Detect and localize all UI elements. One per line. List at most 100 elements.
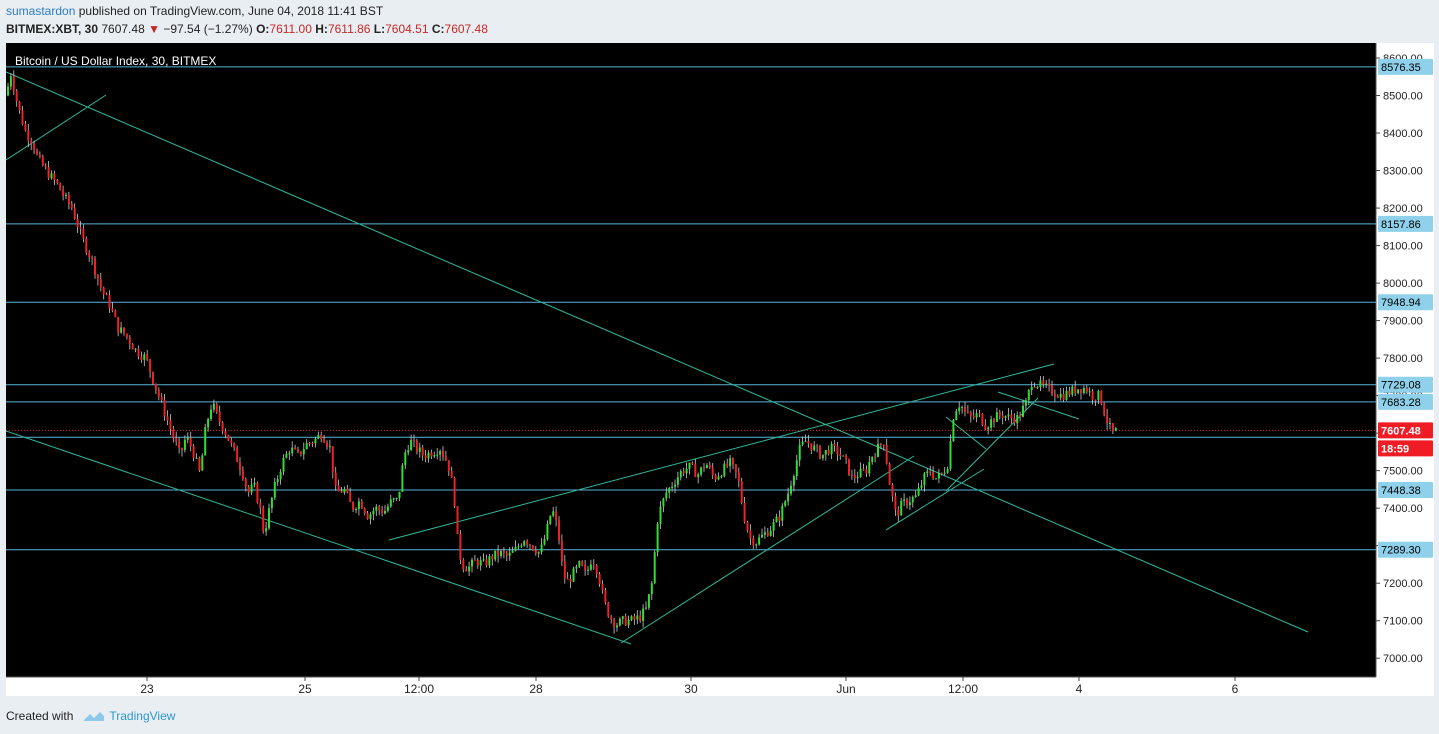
candle-body — [877, 443, 879, 457]
candle-body — [471, 559, 473, 567]
candle-body — [848, 458, 850, 475]
candle-body — [668, 487, 671, 493]
candle-body — [891, 484, 894, 497]
tradingview-link[interactable]: TradingView — [109, 709, 176, 723]
candle-body — [578, 561, 581, 567]
candle-body — [943, 472, 946, 474]
price-change: −97.54 (−1.27%) — [163, 22, 253, 36]
price-tag-label: 18:59 — [1381, 443, 1409, 455]
candle-body — [824, 450, 827, 455]
candle-body — [33, 143, 36, 151]
candle-body — [616, 625, 618, 628]
candle-body — [247, 486, 250, 493]
candle-body — [610, 616, 613, 620]
time-axis[interactable] — [6, 677, 1376, 696]
candle-body — [798, 444, 801, 461]
candle-body — [761, 534, 763, 538]
candle-body — [749, 530, 752, 539]
candle-body — [534, 549, 537, 554]
candle-body — [505, 552, 508, 556]
candle-body — [175, 437, 178, 442]
ohlc-bar: BITMEX:XBT, 30 7607.48 ▼ −97.54 (−1.27%)… — [6, 22, 488, 36]
candle-body — [598, 573, 601, 584]
candle-body — [404, 452, 407, 466]
candle-body — [497, 550, 500, 557]
candle-body — [201, 455, 204, 471]
candle-body — [691, 462, 694, 465]
x-tick-label: 6 — [1232, 682, 1239, 696]
candle-body — [1033, 386, 1036, 388]
published-text: published on TradingView.com, June 04, 2… — [78, 4, 384, 18]
candle-body — [676, 477, 679, 485]
candle-body — [1065, 390, 1068, 400]
candle-body — [604, 590, 607, 603]
candle-body — [302, 449, 305, 455]
price-axis[interactable] — [1376, 43, 1434, 696]
candle-body — [981, 413, 984, 426]
candle-body — [15, 90, 18, 102]
candle-body — [227, 434, 230, 441]
candle-body — [900, 500, 903, 516]
candle-body — [212, 403, 215, 410]
candle-body — [85, 238, 88, 253]
candle-body — [82, 228, 85, 239]
candle-body — [526, 541, 529, 545]
author-link[interactable]: sumastardon — [6, 4, 76, 18]
candle-body — [1059, 393, 1062, 398]
candle-body — [589, 564, 592, 570]
tradingview-logo-icon — [84, 712, 105, 721]
candle-body — [349, 492, 352, 503]
candle-body — [149, 359, 152, 372]
candle-body — [558, 520, 560, 541]
candle-body — [975, 413, 978, 418]
candle-body — [949, 441, 952, 469]
candle-body — [123, 327, 125, 334]
x-tick-label: 23 — [140, 682, 154, 696]
candle-body — [537, 551, 540, 554]
candle-body — [1068, 390, 1071, 395]
candle-body — [856, 477, 859, 479]
price-chart[interactable]: 7000.007100.007200.007300.007400.007500.… — [6, 43, 1434, 696]
candle-body — [647, 594, 650, 608]
candle-body — [160, 396, 163, 400]
candle-body — [1100, 390, 1103, 404]
candle-body — [703, 467, 705, 469]
candle-body — [952, 420, 955, 442]
candle-body — [850, 474, 853, 476]
candle-body — [65, 194, 67, 197]
candle-body — [711, 467, 714, 476]
candle-body — [215, 403, 218, 412]
candle-body — [30, 140, 33, 144]
candle-body — [157, 389, 160, 397]
y-tick-label: 7500.00 — [1383, 466, 1423, 478]
low-value: 7604.51 — [385, 22, 429, 36]
candle-body — [436, 454, 439, 456]
candle-body — [592, 564, 595, 566]
candle-body — [613, 619, 616, 628]
candle-body — [1019, 415, 1022, 417]
candle-body — [355, 509, 357, 511]
candle-body — [653, 552, 656, 584]
chart-panel[interactable]: 7000.007100.007200.007300.007400.007500.… — [6, 43, 1434, 696]
candle-body — [552, 511, 555, 516]
price-tag — [1378, 215, 1433, 232]
candle-body — [940, 472, 943, 474]
candle-body — [392, 498, 395, 500]
candle-body — [369, 514, 372, 520]
candle-body — [1103, 403, 1106, 416]
plot-area[interactable] — [6, 43, 1376, 677]
candle-body — [842, 455, 845, 457]
price-tag-label: 7289.30 — [1381, 545, 1421, 557]
trendline — [6, 94, 107, 161]
candle-body — [140, 356, 143, 360]
x-tick-label: 25 — [298, 682, 312, 696]
candle-body — [705, 464, 708, 469]
price-tag — [1378, 376, 1433, 393]
candle-body — [1001, 415, 1004, 418]
candle-body — [734, 464, 737, 473]
candle-body — [1114, 428, 1117, 431]
candle-body — [833, 443, 836, 446]
candle-body — [473, 559, 476, 561]
candle-body — [117, 317, 120, 333]
candle-body — [186, 437, 189, 440]
